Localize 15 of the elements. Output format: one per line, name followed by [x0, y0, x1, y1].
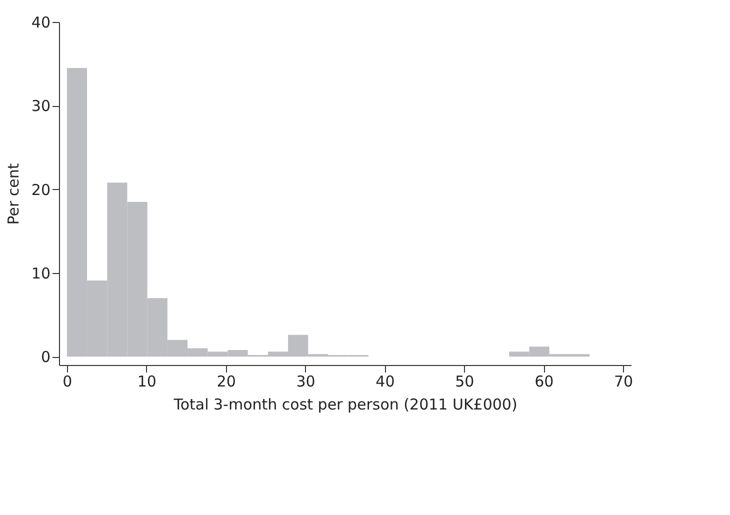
x-tick-label: 40 — [376, 372, 395, 390]
y-tick-label: 0 — [40, 348, 50, 366]
x-tick-label: 20 — [216, 372, 236, 390]
x-tick-label: 10 — [137, 372, 156, 390]
x-axis-title: Total 3-month cost per person (2011 UK£000) — [172, 396, 518, 414]
y-tick-label: 40 — [31, 14, 50, 32]
y-tick-label: 20 — [31, 180, 50, 199]
x-tick-label: 60 — [534, 372, 554, 390]
y-tick-label: 30 — [31, 97, 50, 116]
x-tick-label: 70 — [614, 372, 634, 390]
x-tick-label: 30 — [296, 372, 316, 390]
x-tick-label: 50 — [455, 372, 474, 390]
y-tick-label: 10 — [31, 264, 50, 282]
x-tick-label: 0 — [62, 372, 72, 390]
y-axis-title: Per cent — [4, 163, 22, 225]
